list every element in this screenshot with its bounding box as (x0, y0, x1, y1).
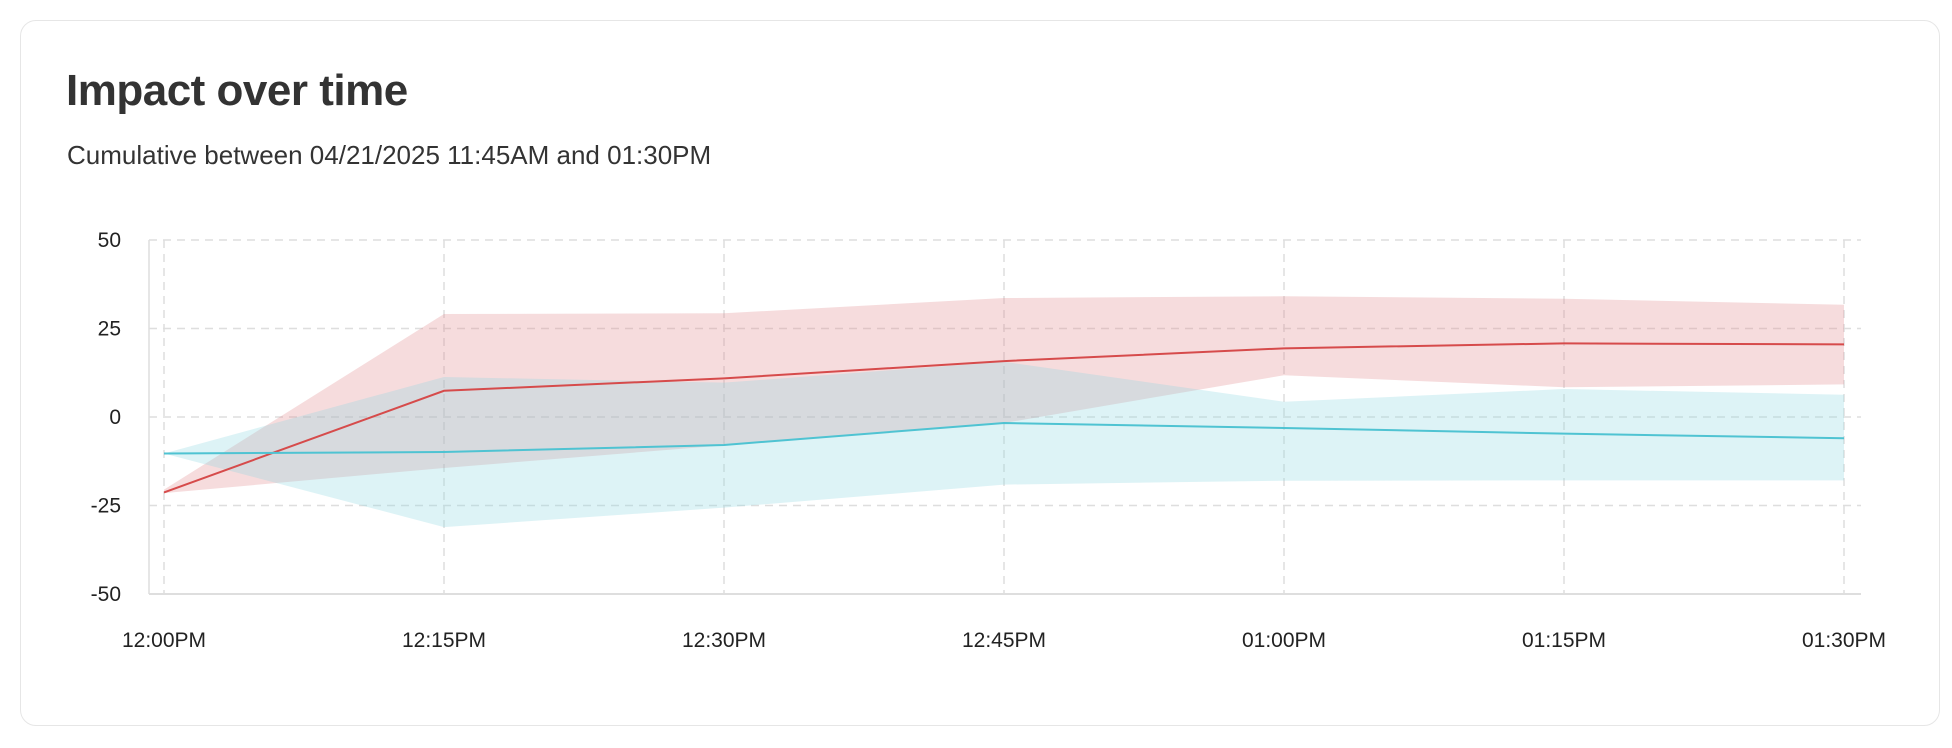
chart-title: Impact over time (66, 66, 408, 115)
chart-card (20, 20, 1940, 726)
x-tick-label: 01:00PM (1242, 629, 1326, 652)
x-tick-label: 01:15PM (1522, 629, 1606, 652)
series-line-1 (163, 422, 1845, 455)
y-tick-label: 25 (98, 318, 121, 341)
y-tick-label: 0 (109, 406, 121, 429)
y-tick-label: 50 (98, 229, 121, 252)
chart-subtitle: Cumulative between 04/21/2025 11:45AM an… (67, 140, 712, 170)
y-tick-label: -25 (91, 495, 121, 518)
x-tick-label: 12:45PM (962, 629, 1046, 652)
series-line-0 (163, 342, 1845, 494)
x-tick-label: 12:00PM (122, 629, 206, 652)
x-tick-label: 12:30PM (682, 629, 766, 652)
x-tick-label: 01:30PM (1802, 629, 1886, 652)
y-tick-label: -50 (91, 583, 121, 606)
confidence-band-1 (164, 361, 1844, 528)
x-tick-label: 12:15PM (402, 629, 486, 652)
